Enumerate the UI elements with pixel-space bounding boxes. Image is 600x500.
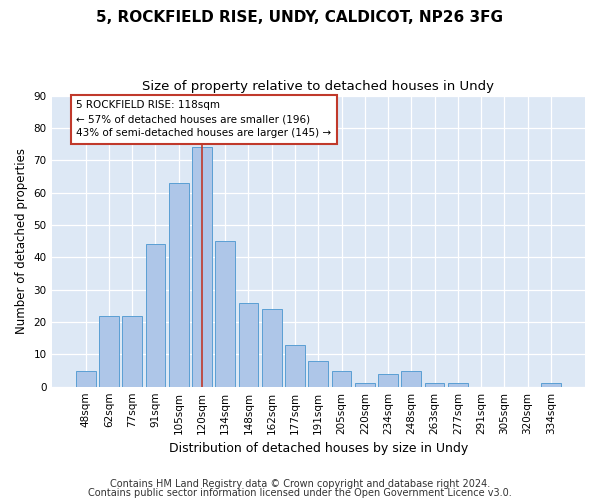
Bar — [332, 370, 352, 386]
Bar — [541, 384, 561, 386]
Bar — [192, 148, 212, 386]
Bar — [99, 316, 119, 386]
Bar — [122, 316, 142, 386]
Text: 5 ROCKFIELD RISE: 118sqm
← 57% of detached houses are smaller (196)
43% of semi-: 5 ROCKFIELD RISE: 118sqm ← 57% of detach… — [76, 100, 331, 138]
Bar — [239, 302, 259, 386]
Bar — [169, 183, 188, 386]
Title: Size of property relative to detached houses in Undy: Size of property relative to detached ho… — [142, 80, 494, 93]
Bar — [146, 244, 166, 386]
Bar — [308, 361, 328, 386]
Bar — [355, 384, 374, 386]
Bar — [262, 309, 281, 386]
Bar — [425, 384, 445, 386]
Y-axis label: Number of detached properties: Number of detached properties — [15, 148, 28, 334]
Bar — [76, 370, 95, 386]
Text: 5, ROCKFIELD RISE, UNDY, CALDICOT, NP26 3FG: 5, ROCKFIELD RISE, UNDY, CALDICOT, NP26 … — [97, 10, 503, 25]
Text: Contains HM Land Registry data © Crown copyright and database right 2024.: Contains HM Land Registry data © Crown c… — [110, 479, 490, 489]
Bar — [378, 374, 398, 386]
Text: Contains public sector information licensed under the Open Government Licence v3: Contains public sector information licen… — [88, 488, 512, 498]
X-axis label: Distribution of detached houses by size in Undy: Distribution of detached houses by size … — [169, 442, 468, 455]
Bar — [285, 344, 305, 387]
Bar — [215, 241, 235, 386]
Bar — [448, 384, 468, 386]
Bar — [401, 370, 421, 386]
